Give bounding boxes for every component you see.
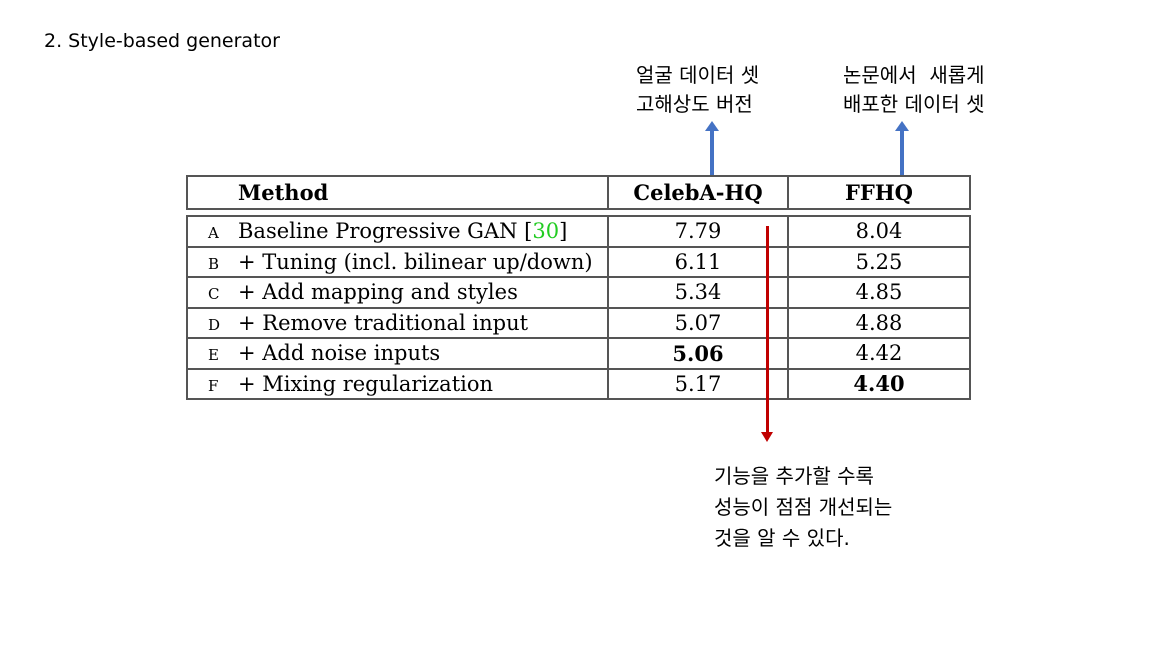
citation-link[interactable]: 30 bbox=[532, 219, 560, 244]
arrow-down-improvement bbox=[761, 226, 773, 442]
ffhq-value: 5.25 bbox=[787, 245, 971, 278]
method-text: + Remove traditional input bbox=[238, 310, 529, 335]
ffhq-value: 8.04 bbox=[787, 215, 971, 248]
row-letter: F bbox=[208, 376, 219, 395]
method-cell: A Baseline Progressive GAN [30] bbox=[186, 215, 609, 248]
celeba-value: 5.17 bbox=[607, 367, 789, 400]
slide-heading: 2. Style-based generator bbox=[44, 30, 280, 52]
celeba-value: 5.34 bbox=[607, 276, 789, 309]
table-row: C + Add mapping and styles 5.34 4.85 bbox=[186, 276, 971, 309]
method-cell: B + Tuning (incl. bilinear up/down) bbox=[186, 245, 609, 278]
celeba-value: 7.79 bbox=[607, 215, 789, 248]
table-row: A Baseline Progressive GAN [30] 7.79 8.04 bbox=[186, 215, 971, 248]
method-text: + Add noise inputs bbox=[238, 341, 441, 366]
celeba-value: 5.07 bbox=[607, 306, 789, 339]
results-table: Method CelebA-HQ FFHQ A Baseline Progress… bbox=[186, 175, 971, 400]
row-letter: C bbox=[208, 285, 220, 304]
method-cell: E + Add noise inputs bbox=[186, 337, 609, 370]
method-cell: F + Mixing regularization bbox=[186, 367, 609, 400]
result-annotation: 기능을 추가할 수록 성능이 점점 개선되는 것을 알 수 있다. bbox=[714, 464, 893, 550]
celeba-value-best: 5.06 bbox=[607, 337, 789, 370]
row-letter: B bbox=[208, 254, 220, 273]
row-letter: D bbox=[208, 315, 221, 334]
method-cell: C + Add mapping and styles bbox=[186, 276, 609, 309]
header-celeba: CelebA-HQ bbox=[607, 175, 789, 210]
table-header: Method CelebA-HQ FFHQ bbox=[186, 175, 971, 210]
method-text: + Add mapping and styles bbox=[238, 280, 518, 305]
arrow-up-ffhq bbox=[895, 121, 909, 177]
ffhq-value: 4.42 bbox=[787, 337, 971, 370]
ffhq-value: 4.85 bbox=[787, 276, 971, 309]
method-text: Baseline Progressive GAN bbox=[238, 219, 518, 244]
table-body: A Baseline Progressive GAN [30] 7.79 8.04… bbox=[186, 215, 971, 400]
table-row: F + Mixing regularization 5.17 4.40 bbox=[186, 367, 971, 400]
table-row: D + Remove traditional input 5.07 4.88 bbox=[186, 306, 971, 339]
table-row: B + Tuning (incl. bilinear up/down) 6.11 … bbox=[186, 245, 971, 278]
row-letter: A bbox=[208, 224, 219, 243]
table-row: E + Add noise inputs 5.06 4.42 bbox=[186, 337, 971, 370]
celeba-value: 6.11 bbox=[607, 245, 789, 278]
method-cell: D + Remove traditional input bbox=[186, 306, 609, 339]
method-text: + Mixing regularization bbox=[238, 371, 494, 396]
method-text: + Tuning (incl. bilinear up/down) bbox=[238, 249, 593, 274]
ffhq-annotation: 논문에서 새롭게 배포한 데이터 셋 bbox=[843, 63, 985, 116]
arrow-up-celeba bbox=[705, 121, 719, 177]
header-ffhq: FFHQ bbox=[787, 175, 971, 210]
row-letter: E bbox=[208, 346, 219, 365]
ffhq-value: 4.88 bbox=[787, 306, 971, 339]
ffhq-value-best: 4.40 bbox=[787, 367, 971, 400]
header-method: Method bbox=[186, 175, 609, 210]
celeba-annotation: 얼굴 데이터 셋 고해상도 버전 bbox=[636, 63, 760, 116]
